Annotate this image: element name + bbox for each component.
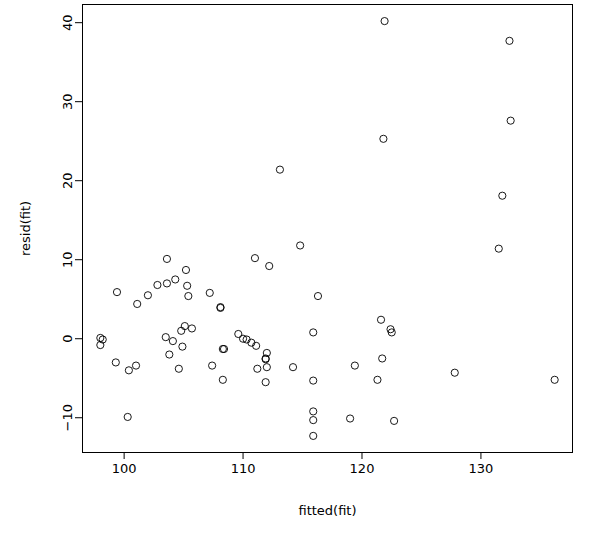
svg-text:10: 10: [60, 251, 75, 268]
svg-text:fitted(fit): fitted(fit): [298, 503, 356, 518]
svg-text:20: 20: [60, 172, 75, 189]
svg-text:40: 40: [60, 14, 75, 31]
svg-text:110: 110: [231, 461, 256, 476]
svg-text:0: 0: [60, 335, 75, 343]
svg-text:−10: −10: [60, 404, 75, 431]
svg-text:120: 120: [350, 461, 375, 476]
svg-text:130: 130: [469, 461, 494, 476]
svg-text:resid(fit): resid(fit): [18, 201, 33, 256]
svg-text:30: 30: [60, 93, 75, 110]
svg-text:100: 100: [112, 461, 137, 476]
